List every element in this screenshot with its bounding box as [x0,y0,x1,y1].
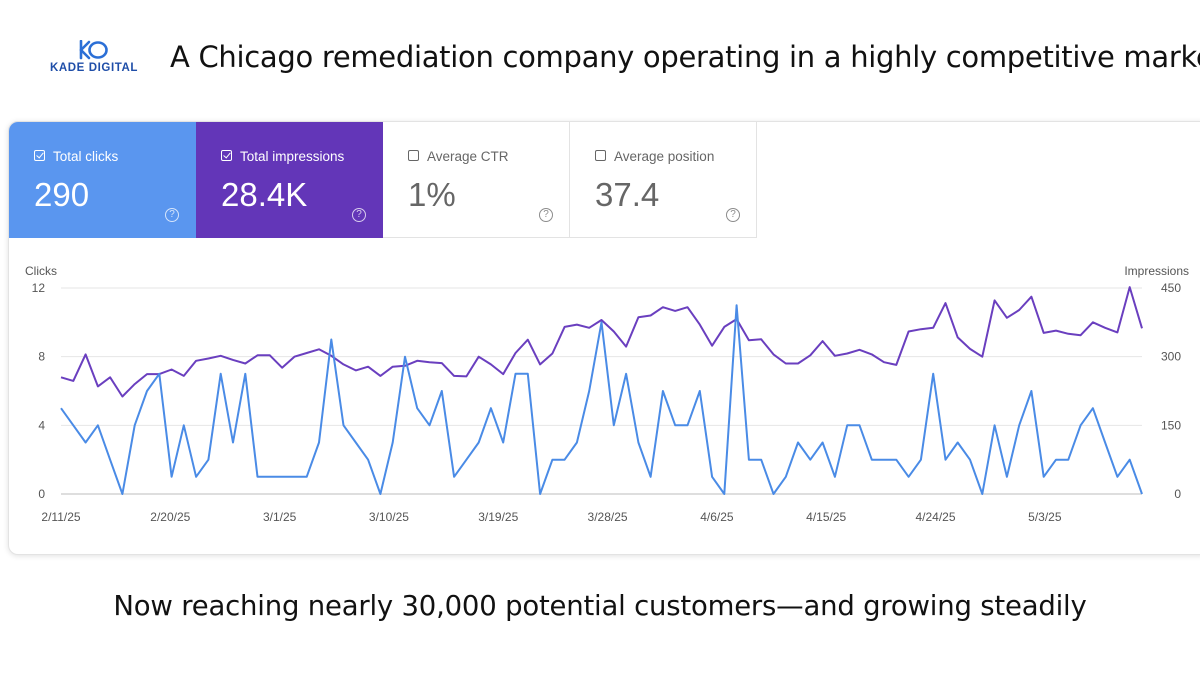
grid-lines [61,287,1142,495]
headline: A Chicago remediation company operating … [170,40,1200,74]
y2-axis-label: Impressions [1124,264,1189,278]
metric-label: Average position [614,149,715,164]
metric-value: 28.4K [221,176,308,213]
help-icon[interactable]: ? [165,208,179,222]
y2-tick-label: 450 [1161,281,1181,295]
clicks-line [60,304,1143,495]
x-tick-label: 2/11/25 [41,510,80,524]
metric-label: Total clicks [53,149,119,164]
metric-value: 290 [34,176,90,213]
series-lines [60,286,1143,495]
metric-label: Total impressions [240,149,345,164]
metric-value: 37.4 [595,176,660,213]
x-tick-label: 3/10/25 [369,510,409,524]
y-tick-label: 12 [32,281,46,295]
y2-tick-label: 150 [1161,418,1181,432]
metric-value: 1% [408,176,456,213]
metric-card-total-impressions[interactable]: Total impressions 28.4K ? [196,122,383,238]
impressions-line [60,286,1143,398]
help-icon[interactable]: ? [539,208,553,222]
metric-card-average-ctr[interactable]: Average CTR 1% ? [383,122,570,238]
checkbox-unchecked-icon[interactable] [595,150,606,161]
y-tick-label: 0 [38,487,45,501]
metric-card-average-position[interactable]: Average position 37.4 ? [570,122,757,238]
metric-label: Average CTR [427,149,509,164]
x-tick-label: 5/3/25 [1028,510,1062,524]
x-tick-label: 2/20/25 [150,510,190,524]
x-tick-label: 4/24/25 [915,510,955,524]
y-axis-label: Clicks [25,264,57,278]
metric-card-total-clicks[interactable]: Total clicks 290 ? [9,122,196,238]
y2-tick-label: 300 [1161,350,1181,364]
x-tick-label: 4/15/25 [806,510,846,524]
axis-ticks: 0 4 8 12 0 150 300 450 2/11/25 2/20/25 3/1/25 3/10/… [32,281,1182,524]
y2-tick-label: 0 [1174,487,1181,501]
kade-digital-logo: KADE DIGITAL [44,40,144,74]
kade-logo-icon [79,40,108,60]
x-tick-label: 3/1/25 [263,510,297,524]
x-tick-label: 4/6/25 [700,510,734,524]
x-tick-label: 3/28/25 [588,510,628,524]
logo-text: KADE DIGITAL [49,62,139,74]
checkbox-unchecked-icon[interactable] [408,150,419,161]
y-tick-label: 8 [38,350,45,364]
search-console-panel: Total clicks 290 ? Total impressions 28.… [8,121,1200,555]
performance-chart: Clicks Impressions 0 4 8 12 0 150 300 450 2/11/2… [25,264,1189,524]
tagline: Now reaching nearly 30,000 potential cus… [113,590,1087,622]
help-icon[interactable]: ? [726,208,740,222]
y-tick-label: 4 [38,418,45,432]
checkbox-checked-icon[interactable] [34,150,45,161]
x-tick-label: 3/19/25 [478,510,518,524]
help-icon[interactable]: ? [352,208,366,222]
checkbox-checked-icon[interactable] [221,150,232,161]
